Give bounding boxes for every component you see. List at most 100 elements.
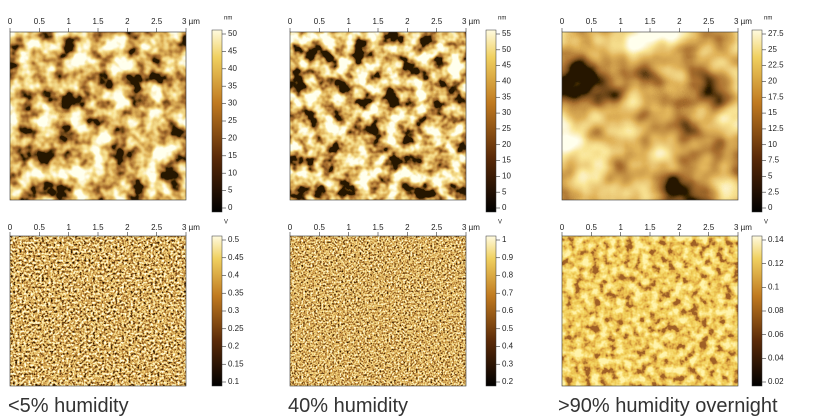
colorbar — [485, 29, 497, 213]
colorbar-tick-label: 0 — [228, 203, 233, 212]
x-tick-label: 2.5 — [703, 223, 715, 232]
x-tick-label: 2 — [405, 17, 410, 26]
x-tick-label: 1 — [618, 223, 623, 232]
colorbar-tick-label: 5 — [768, 171, 773, 180]
colorbar-tick-label: 0.3 — [502, 359, 514, 368]
colorbar-tick-label: 0.2 — [502, 377, 514, 386]
afm-image — [10, 236, 186, 386]
colorbar-tick-label: 30 — [228, 99, 237, 108]
x-tick-label: 1.5 — [644, 17, 656, 26]
colorbar-tick-label: 0.5 — [502, 324, 514, 333]
colorbar-tick-label: 17.5 — [768, 92, 784, 101]
colorbar-tick-label: 0 — [502, 203, 507, 212]
x-tick-label: 0 — [288, 17, 293, 26]
colorbar-tick-label: 5 — [228, 186, 233, 195]
x-tick-label: 2 — [677, 17, 682, 26]
colorbar-tick-label: 0.15 — [228, 359, 244, 368]
colorbar-tick-label: 0.12 — [768, 259, 784, 268]
x-tick-label: 0.5 — [34, 17, 46, 26]
colorbar-unit: V — [498, 220, 502, 226]
colorbar-tick-label: 2.5 — [768, 187, 780, 196]
colorbar-tick-label: 55 — [502, 29, 511, 38]
colorbar-tick-label: 0.4 — [502, 342, 514, 351]
colorbar-tick-label: 45 — [228, 47, 237, 56]
afm-panel: 0 0.5 1 1.5 2 2.5 3 µm V 0.14 0.12 0.1 0.08 0.06 0.04… — [560, 220, 784, 387]
colorbar-tick-label: 50 — [502, 45, 511, 54]
colorbar-tick-label: 27.5 — [768, 29, 784, 38]
colorbar-tick-label: 20 — [768, 77, 777, 86]
x-tick-label: 3 µm — [462, 223, 480, 232]
x-tick-label: 2.5 — [703, 17, 715, 26]
colorbar-tick-label: 20 — [502, 140, 511, 149]
colorbar-tick-label: 0.5 — [228, 235, 240, 244]
colorbar-tick-label: 0.8 — [502, 271, 514, 280]
colorbar-tick-label: 10 — [768, 140, 777, 149]
colorbar-tick-label: 35 — [228, 81, 237, 90]
colorbar-tick-label: 7.5 — [768, 156, 780, 165]
colorbar-unit: nm — [764, 16, 772, 22]
colorbar-tick-label: 0.1 — [228, 377, 240, 386]
x-tick-label: 1 — [346, 17, 351, 26]
colorbar-tick-label: 25 — [228, 116, 237, 125]
caption: 40% humidity — [288, 395, 408, 417]
x-tick-label: 1.5 — [644, 223, 656, 232]
afm-image — [290, 236, 466, 386]
colorbar-tick-label: 45 — [502, 61, 511, 70]
afm-panel: 0 0.5 1 1.5 2 2.5 3 µm V 0.5 0.45 0.4 0.35 0.3 0.25 0.… — [8, 220, 244, 387]
x-tick-label: 0.5 — [586, 223, 598, 232]
x-tick-label: 1 — [66, 223, 71, 232]
x-tick-label: 0.5 — [586, 17, 598, 26]
colorbar-tick-label: 0.2 — [228, 342, 240, 351]
colorbar-tick-label: 1 — [502, 235, 507, 244]
colorbar-tick-label: 15 — [768, 108, 777, 117]
colorbar-tick-label: 0.06 — [768, 330, 784, 339]
x-tick-label: 0 — [560, 223, 565, 232]
colorbar-tick-label: 0.7 — [502, 288, 514, 297]
x-tick-label: 0 — [560, 17, 565, 26]
colorbar-tick-label: 10 — [502, 171, 511, 180]
x-tick-label: 1 — [346, 223, 351, 232]
colorbar-tick-label: 0.45 — [228, 253, 244, 262]
colorbar-tick-label: 15 — [502, 156, 511, 165]
x-tick-label: 2 — [125, 17, 130, 26]
afm-image — [290, 32, 466, 200]
colorbar-tick-label: 0.04 — [768, 353, 784, 362]
x-tick-label: 1 — [618, 17, 623, 26]
colorbar-unit: nm — [498, 16, 506, 22]
colorbar — [485, 235, 497, 387]
x-tick-label: 2 — [677, 223, 682, 232]
colorbar-tick-label: 0.3 — [228, 306, 240, 315]
colorbar — [211, 235, 223, 387]
x-tick-label: 0 — [8, 223, 13, 232]
x-tick-label: 2 — [125, 223, 130, 232]
x-tick-label: 0.5 — [34, 223, 46, 232]
colorbar-tick-label: 5 — [502, 187, 507, 196]
x-tick-label: 0 — [8, 17, 13, 26]
colorbar — [751, 235, 763, 387]
colorbar-tick-label: 20 — [228, 134, 237, 143]
colorbar-tick-label: 40 — [228, 64, 237, 73]
colorbar-tick-label: 0.14 — [768, 235, 784, 244]
x-tick-label: 3 µm — [734, 223, 752, 232]
colorbar-tick-label: 0.9 — [502, 253, 514, 262]
colorbar-tick-label: 0.35 — [228, 288, 244, 297]
colorbar-tick-label: 50 — [228, 29, 237, 38]
x-tick-label: 1.5 — [92, 223, 104, 232]
x-tick-label: 2.5 — [431, 17, 443, 26]
colorbar — [751, 29, 763, 213]
x-tick-label: 0.5 — [314, 223, 326, 232]
x-tick-label: 3 µm — [182, 17, 200, 26]
colorbar-tick-label: 0.08 — [768, 306, 784, 315]
afm-panel: 0 0.5 1 1.5 2 2.5 3 µm nm27.52522.52017.51512.5… — [560, 16, 784, 213]
colorbar-tick-label: 0.25 — [228, 324, 244, 333]
afm-image — [10, 32, 186, 200]
x-tick-label: 2.5 — [151, 17, 163, 26]
colorbar-tick-label: 10 — [228, 168, 237, 177]
x-tick-label: 3 µm — [462, 17, 480, 26]
x-tick-label: 2 — [405, 223, 410, 232]
colorbar-tick-label: 0.6 — [502, 306, 514, 315]
colorbar-tick-label: 30 — [502, 108, 511, 117]
x-tick-label: 1.5 — [372, 17, 384, 26]
